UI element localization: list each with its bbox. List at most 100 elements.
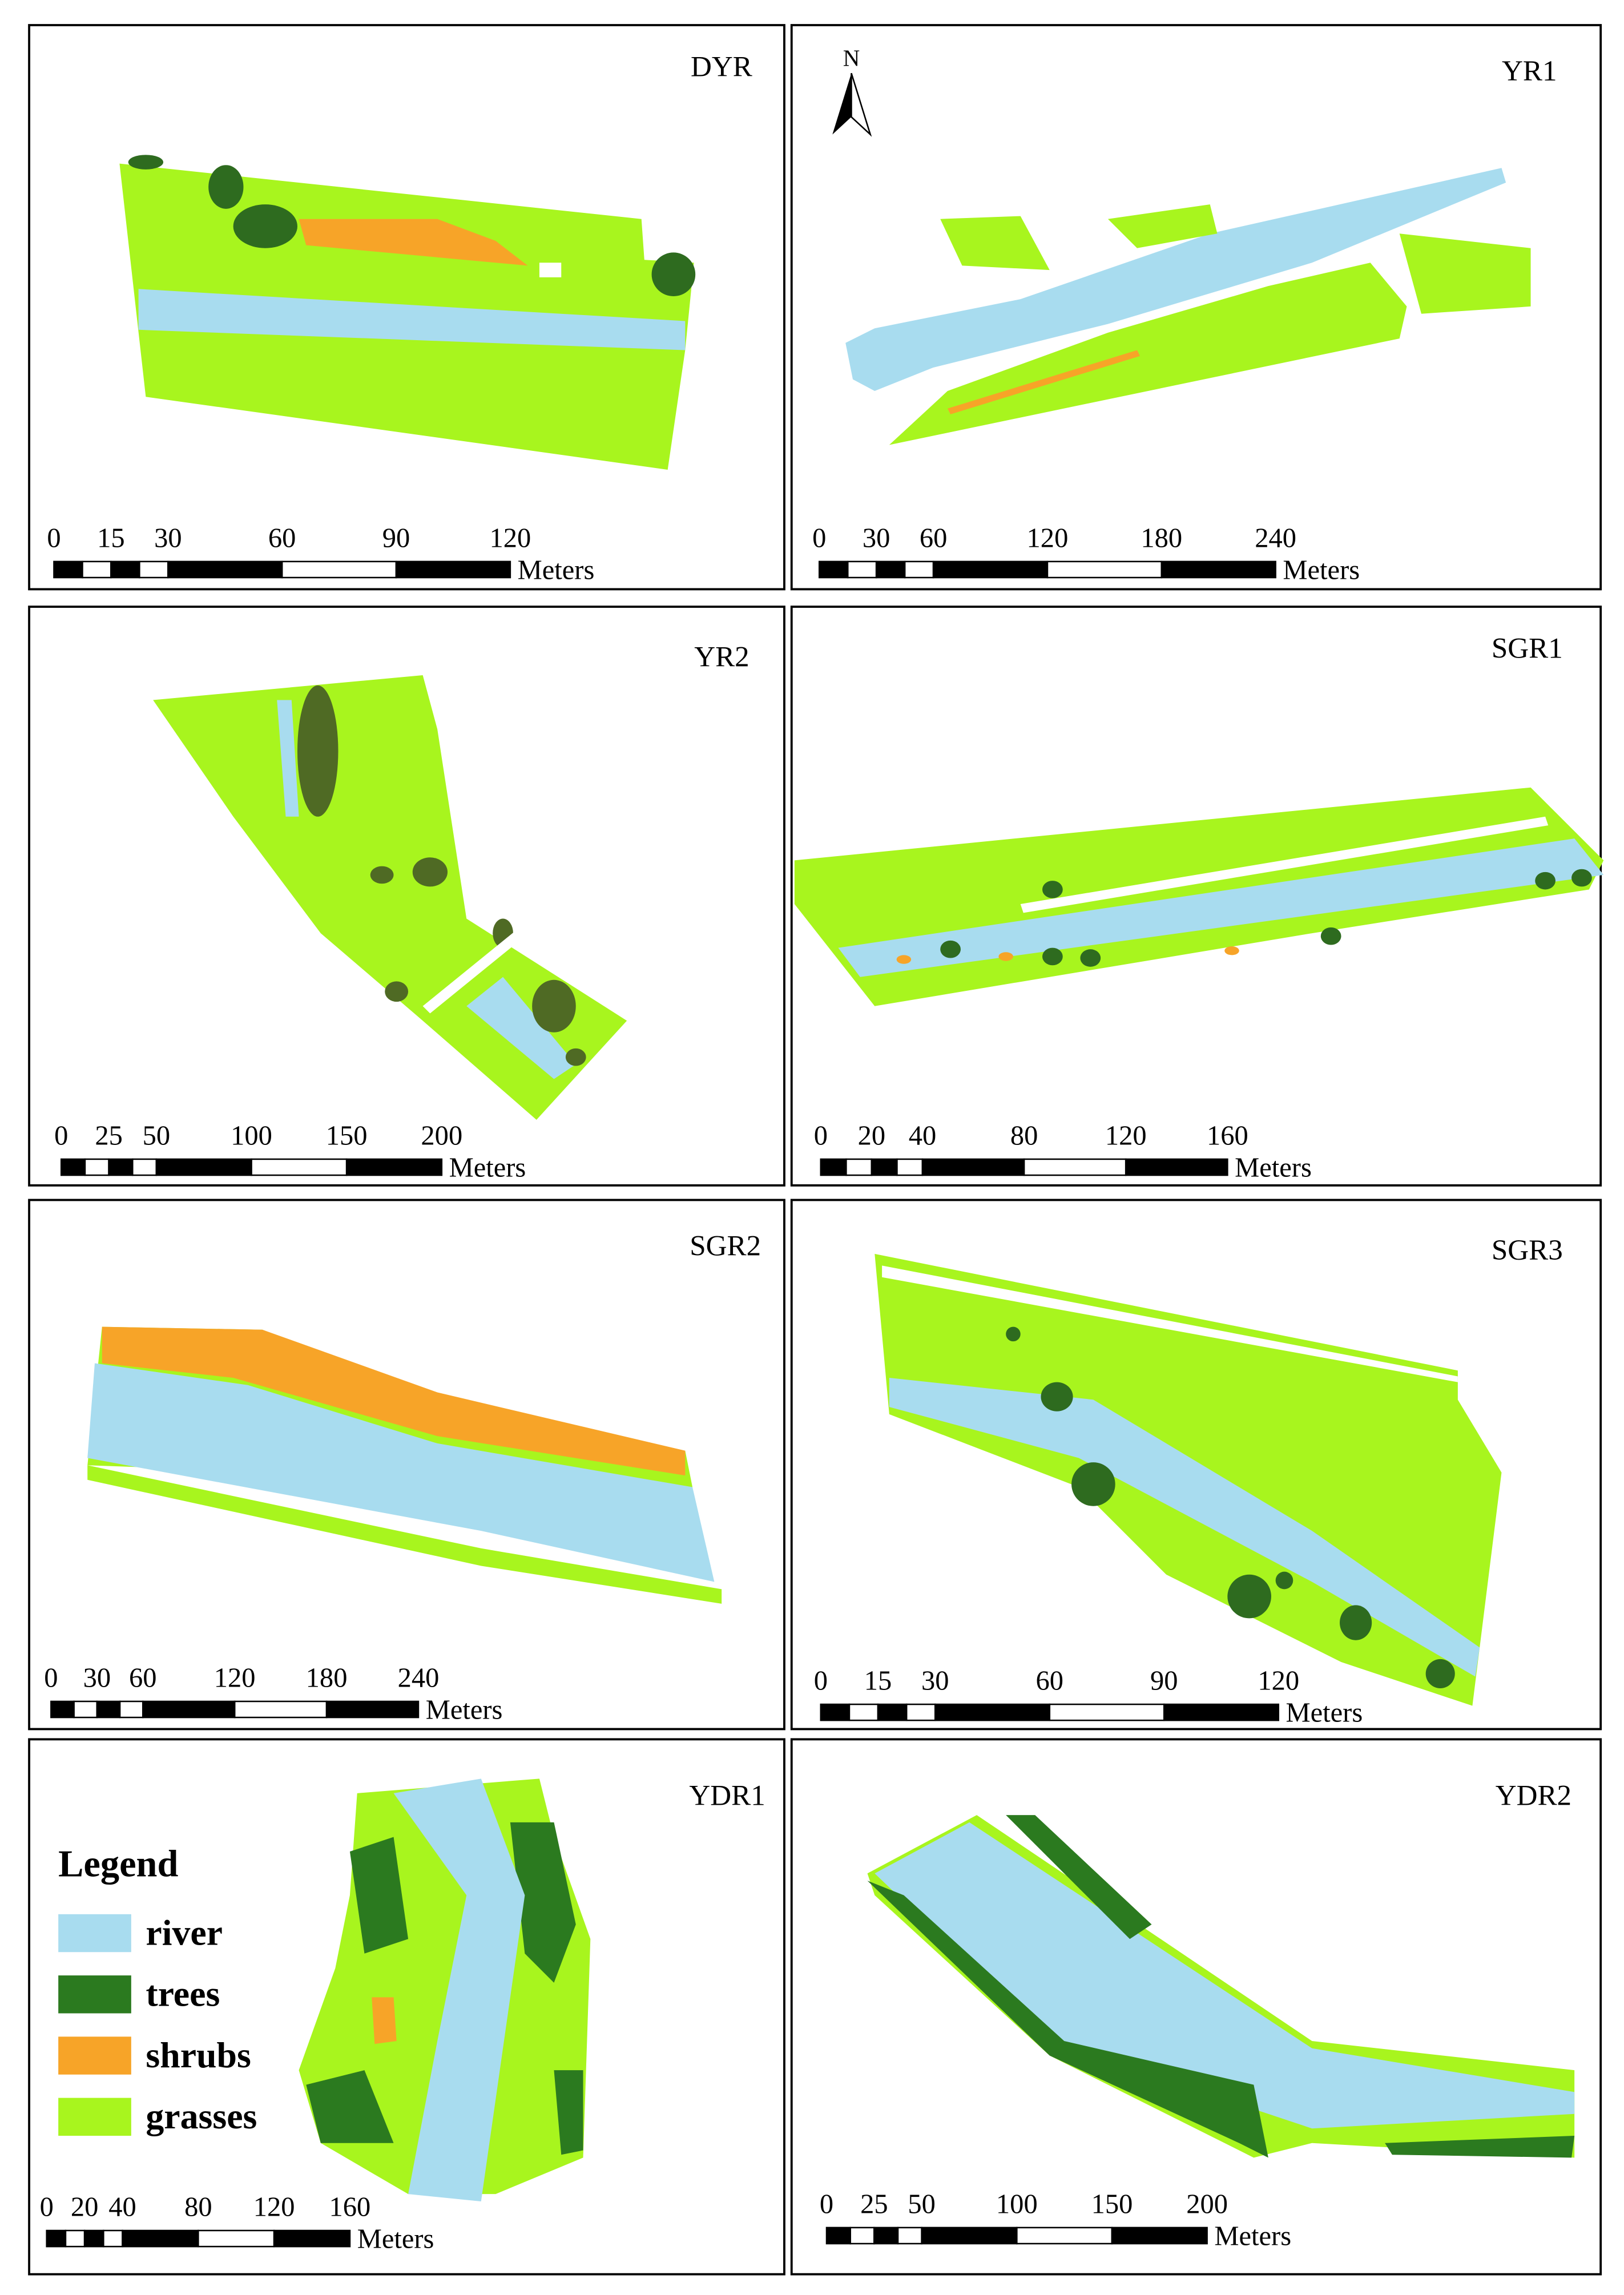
grasses-area xyxy=(889,263,1407,445)
trees-area xyxy=(1275,1571,1293,1590)
panel-label: YR1 xyxy=(1502,55,1557,87)
north-label: N xyxy=(843,46,860,71)
trees-area xyxy=(1006,1815,1152,1939)
scale-segment xyxy=(1049,1703,1165,1721)
scale-tick-label: 120 xyxy=(1258,1666,1299,1696)
scale-tick-label: 60 xyxy=(268,523,296,553)
trees-area xyxy=(306,2070,394,2143)
river-area xyxy=(393,1778,525,2201)
trees-area xyxy=(208,165,244,209)
scale-tick-label: 0 xyxy=(54,1120,68,1151)
trees-area xyxy=(940,940,961,958)
scale-segment xyxy=(110,560,140,579)
scale-tick-label: 80 xyxy=(1010,1120,1038,1151)
scale-segment xyxy=(1046,560,1163,579)
frame xyxy=(790,24,1602,591)
river-area xyxy=(845,168,1506,392)
frame xyxy=(790,606,1602,1187)
scale-tick-label: 50 xyxy=(143,1120,171,1151)
scale-tick-label: 120 xyxy=(253,2192,295,2222)
scale-tick-label: 80 xyxy=(184,2192,212,2222)
trees-area xyxy=(1571,869,1592,887)
scale-tick-label: 200 xyxy=(1186,2189,1228,2219)
trees-area xyxy=(1385,2136,1575,2158)
scale-tick-label: 30 xyxy=(154,523,182,553)
legend-swatch xyxy=(58,2036,131,2075)
scale-segment xyxy=(875,560,906,579)
scale-tick-label: 60 xyxy=(1036,1666,1064,1696)
scale-segment xyxy=(897,2227,922,2245)
frame xyxy=(28,1199,785,1731)
scale-segment xyxy=(142,1700,236,1719)
frame xyxy=(28,24,785,591)
scale-tick-label: 120 xyxy=(489,523,531,553)
scale-segment xyxy=(53,560,83,579)
scale-segment xyxy=(167,560,283,579)
legend-swatch xyxy=(58,2098,131,2136)
trees-area xyxy=(1535,872,1556,890)
scale-segment xyxy=(820,1703,851,1721)
trees-area xyxy=(1006,1326,1021,1342)
scale-segment xyxy=(934,1703,1051,1721)
shrubs-area xyxy=(102,1326,686,1476)
panel-label: YR2 xyxy=(694,641,749,673)
scale-segment xyxy=(849,2227,875,2245)
scale-tick-label: 0 xyxy=(44,1663,58,1693)
scale-unit: Meters xyxy=(518,555,595,585)
grasses-area xyxy=(1107,204,1218,248)
legend-swatch xyxy=(58,1975,131,2014)
scale-segment xyxy=(877,1703,908,1721)
legend-label: trees xyxy=(146,1974,220,2014)
scale-segment xyxy=(871,1158,898,1176)
scale-segment xyxy=(60,1158,86,1176)
scale-segment xyxy=(103,2229,123,2248)
legend-label: grasses xyxy=(146,2096,257,2136)
gap xyxy=(882,1265,1458,1382)
trees-area xyxy=(128,155,164,170)
scale-tick-label: 100 xyxy=(231,1120,272,1151)
frame xyxy=(28,606,785,1187)
arrow-half xyxy=(832,73,852,135)
trees-area xyxy=(349,1837,409,1954)
scale-tick-label: 25 xyxy=(860,2189,888,2219)
scale-segment xyxy=(84,1158,110,1176)
panel-frames xyxy=(28,24,1602,2276)
scale-segment xyxy=(155,1158,252,1176)
panel-label: SGR3 xyxy=(1492,1234,1563,1267)
scale-segment xyxy=(122,2229,199,2248)
scale-segment xyxy=(1023,1158,1127,1176)
trees-area xyxy=(554,2070,583,2155)
scale-unit: Meters xyxy=(1283,555,1360,585)
north-arrow: N xyxy=(832,46,872,137)
scale-tick-label: 30 xyxy=(83,1663,111,1693)
scale-segment xyxy=(1125,1158,1228,1176)
grasses-area xyxy=(940,216,1050,271)
trees-area xyxy=(385,981,409,1002)
trees-area xyxy=(1320,927,1341,945)
scale-unit: Meters xyxy=(426,1695,503,1725)
trees-area xyxy=(1042,947,1063,966)
river-area xyxy=(138,289,686,350)
frame xyxy=(790,1199,1602,1731)
river-area xyxy=(277,700,299,817)
trees-area xyxy=(565,1048,586,1066)
trees-area xyxy=(1425,1659,1455,1688)
trees-area xyxy=(233,204,297,248)
scale-segment xyxy=(233,1700,328,1719)
shrubs-area xyxy=(896,955,912,964)
scale-segment xyxy=(896,1158,924,1176)
scale-segment xyxy=(905,1703,936,1721)
trees-area xyxy=(510,1822,576,1983)
trees-area xyxy=(1227,1574,1271,1619)
panel-label: SGR1 xyxy=(1492,632,1563,664)
trees-area xyxy=(1071,1462,1115,1506)
scale-tick-label: 240 xyxy=(398,1663,440,1693)
scale-segment xyxy=(96,1700,121,1719)
scale-tick-label: 240 xyxy=(1255,523,1296,553)
scale-unit: Meters xyxy=(357,2224,434,2254)
river-area xyxy=(838,838,1604,977)
trees-area xyxy=(867,1881,1268,2158)
scale-segment xyxy=(921,2227,1018,2245)
panel-label: YDR2 xyxy=(1496,1779,1571,1812)
scale-segment xyxy=(1016,2227,1113,2245)
